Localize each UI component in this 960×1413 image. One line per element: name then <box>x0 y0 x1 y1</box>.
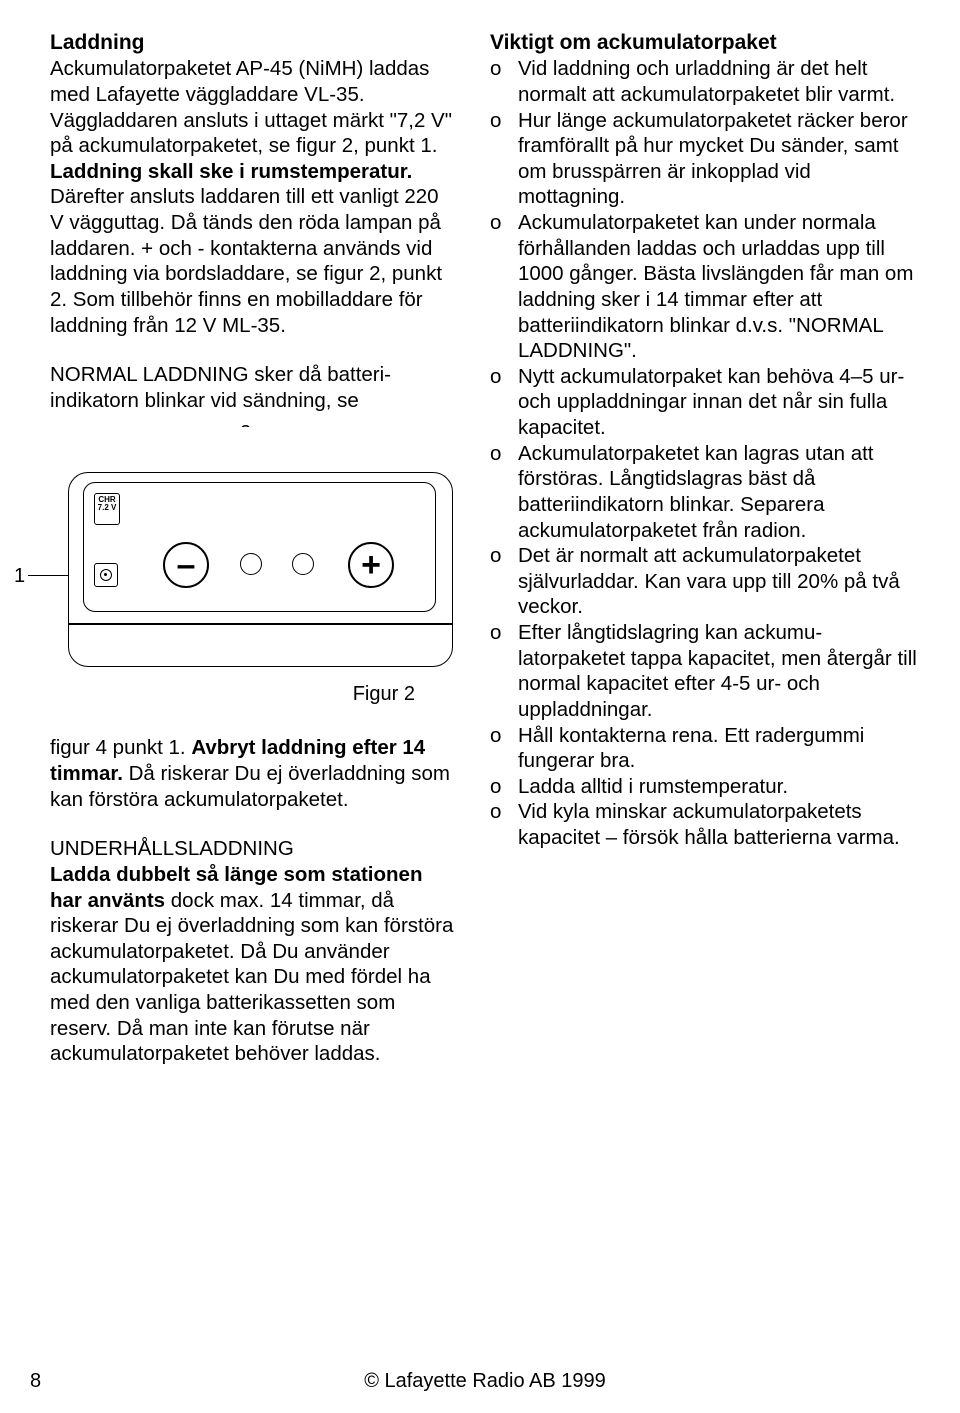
bullet-marker: o <box>490 543 518 620</box>
bullet-marker: o <box>490 799 518 850</box>
callout-1-leader-line <box>28 575 70 576</box>
section-heading-laddning: Laddning <box>50 30 455 56</box>
paragraph-4: UNDERHÅLLSLADDNING Ladda dubbelt så läng… <box>50 836 455 1067</box>
list-item: oHåll kontakterna rena. Ett rader­gummi … <box>490 723 920 774</box>
bullet-text: Ackumulatorpaketet kan under normala för… <box>518 210 920 364</box>
bullet-marker: o <box>490 620 518 723</box>
bullet-marker: o <box>490 441 518 544</box>
bullet-marker: o <box>490 108 518 211</box>
bullet-text: Vid laddning och urladdning är det helt … <box>518 56 920 107</box>
p1-text-a: Ackumulatorpaketet AP-45 (NiMH) laddas m… <box>50 57 452 157</box>
badge-line-2: 7.2 V <box>96 504 118 512</box>
bullet-text: Ackumulatorpaketet kan lagras utan att f… <box>518 441 920 544</box>
list-item: oHur länge ackumulatorpaketet räcker ber… <box>490 108 920 211</box>
figure-caption: Figur 2 <box>50 682 415 707</box>
p4-text-a: UNDERHÅLLSLADDNING <box>50 837 294 860</box>
p3-text-a: figur 4 punkt 1. <box>50 736 191 759</box>
paragraph-3: figur 4 punkt 1. Avbryt laddning efter 1… <box>50 735 455 812</box>
paragraph-2: NORMAL LADDNING sker då batteri­indikato… <box>50 362 455 413</box>
bullet-text: Efter långtidslagring kan ackumu­latorpa… <box>518 620 920 723</box>
list-item: oDet är normalt att ackumulatorpa­ketet … <box>490 543 920 620</box>
paragraph-1: Ackumulatorpaketet AP-45 (NiMH) laddas m… <box>50 56 455 338</box>
list-item: oLadda alltid i rumstemperatur. <box>490 774 920 800</box>
right-column: Viktigt om ackumulatorpaket oVid laddnin… <box>490 30 920 1067</box>
bullet-marker: o <box>490 774 518 800</box>
charger-socket <box>94 563 118 587</box>
device-illustration: CHR 7.2 V – + <box>68 427 453 672</box>
important-notes-list: oVid laddning och urladdning är det helt… <box>490 56 920 850</box>
bullet-text: Nytt ackumulatorpaket kan behöva 4–5 ur-… <box>518 364 920 441</box>
plus-symbol: + <box>361 548 381 582</box>
p1-bold: Laddning skall ske i rumstemperatur. <box>50 160 412 183</box>
bullet-marker: o <box>490 364 518 441</box>
bullet-marker: o <box>490 723 518 774</box>
bullet-marker: o <box>490 210 518 364</box>
page-footer: 8 © Lafayette Radio AB 1999 <box>0 1370 960 1393</box>
bullet-text: Hur länge ackumulatorpaketet räcker bero… <box>518 108 920 211</box>
bullet-marker: o <box>490 56 518 107</box>
list-item: oEfter långtidslagring kan ackumu­latorp… <box>490 620 920 723</box>
list-item: oVid kyla minskar ackumulatorpa­ketets k… <box>490 799 920 850</box>
p1-text-c: Därefter ansluts laddaren till ett vanli… <box>50 185 442 336</box>
section-heading-viktigt: Viktigt om ackumulatorpaket <box>490 30 920 56</box>
socket-inner-icon <box>100 569 112 581</box>
figure-2: 2 1 CHR 7.2 V – <box>50 427 455 672</box>
bullet-text: Ladda alltid i rumstemperatur. <box>518 774 920 800</box>
minus-symbol: – <box>177 548 196 582</box>
bullet-text: Vid kyla minskar ackumulatorpa­ketets ka… <box>518 799 920 850</box>
page-body: Laddning Ackumulatorpaketet AP-45 (NiMH)… <box>0 0 960 1107</box>
list-item: oVid laddning och urladdning är det helt… <box>490 56 920 107</box>
left-column: Laddning Ackumulatorpaketet AP-45 (NiMH)… <box>50 30 455 1067</box>
p4-text-c: dock max. 14 timmar, då riskerar Du ej ö… <box>50 889 453 1066</box>
bullet-text: Det är normalt att ackumulatorpa­ketet s… <box>518 543 920 620</box>
copyright-text: © Lafayette Radio AB 1999 <box>50 1370 920 1393</box>
list-item: oAckumulatorpaketet kan lagras utan att … <box>490 441 920 544</box>
voltage-badge: CHR 7.2 V <box>94 493 120 525</box>
bullet-text: Håll kontakterna rena. Ett rader­gummi f… <box>518 723 920 774</box>
list-item: oAckumulatorpaketet kan under normala fö… <box>490 210 920 364</box>
list-item: oNytt ackumulatorpaket kan behöva 4–5 ur… <box>490 364 920 441</box>
device-divider-1 <box>68 623 453 625</box>
callout-label-1: 1 <box>14 564 25 589</box>
